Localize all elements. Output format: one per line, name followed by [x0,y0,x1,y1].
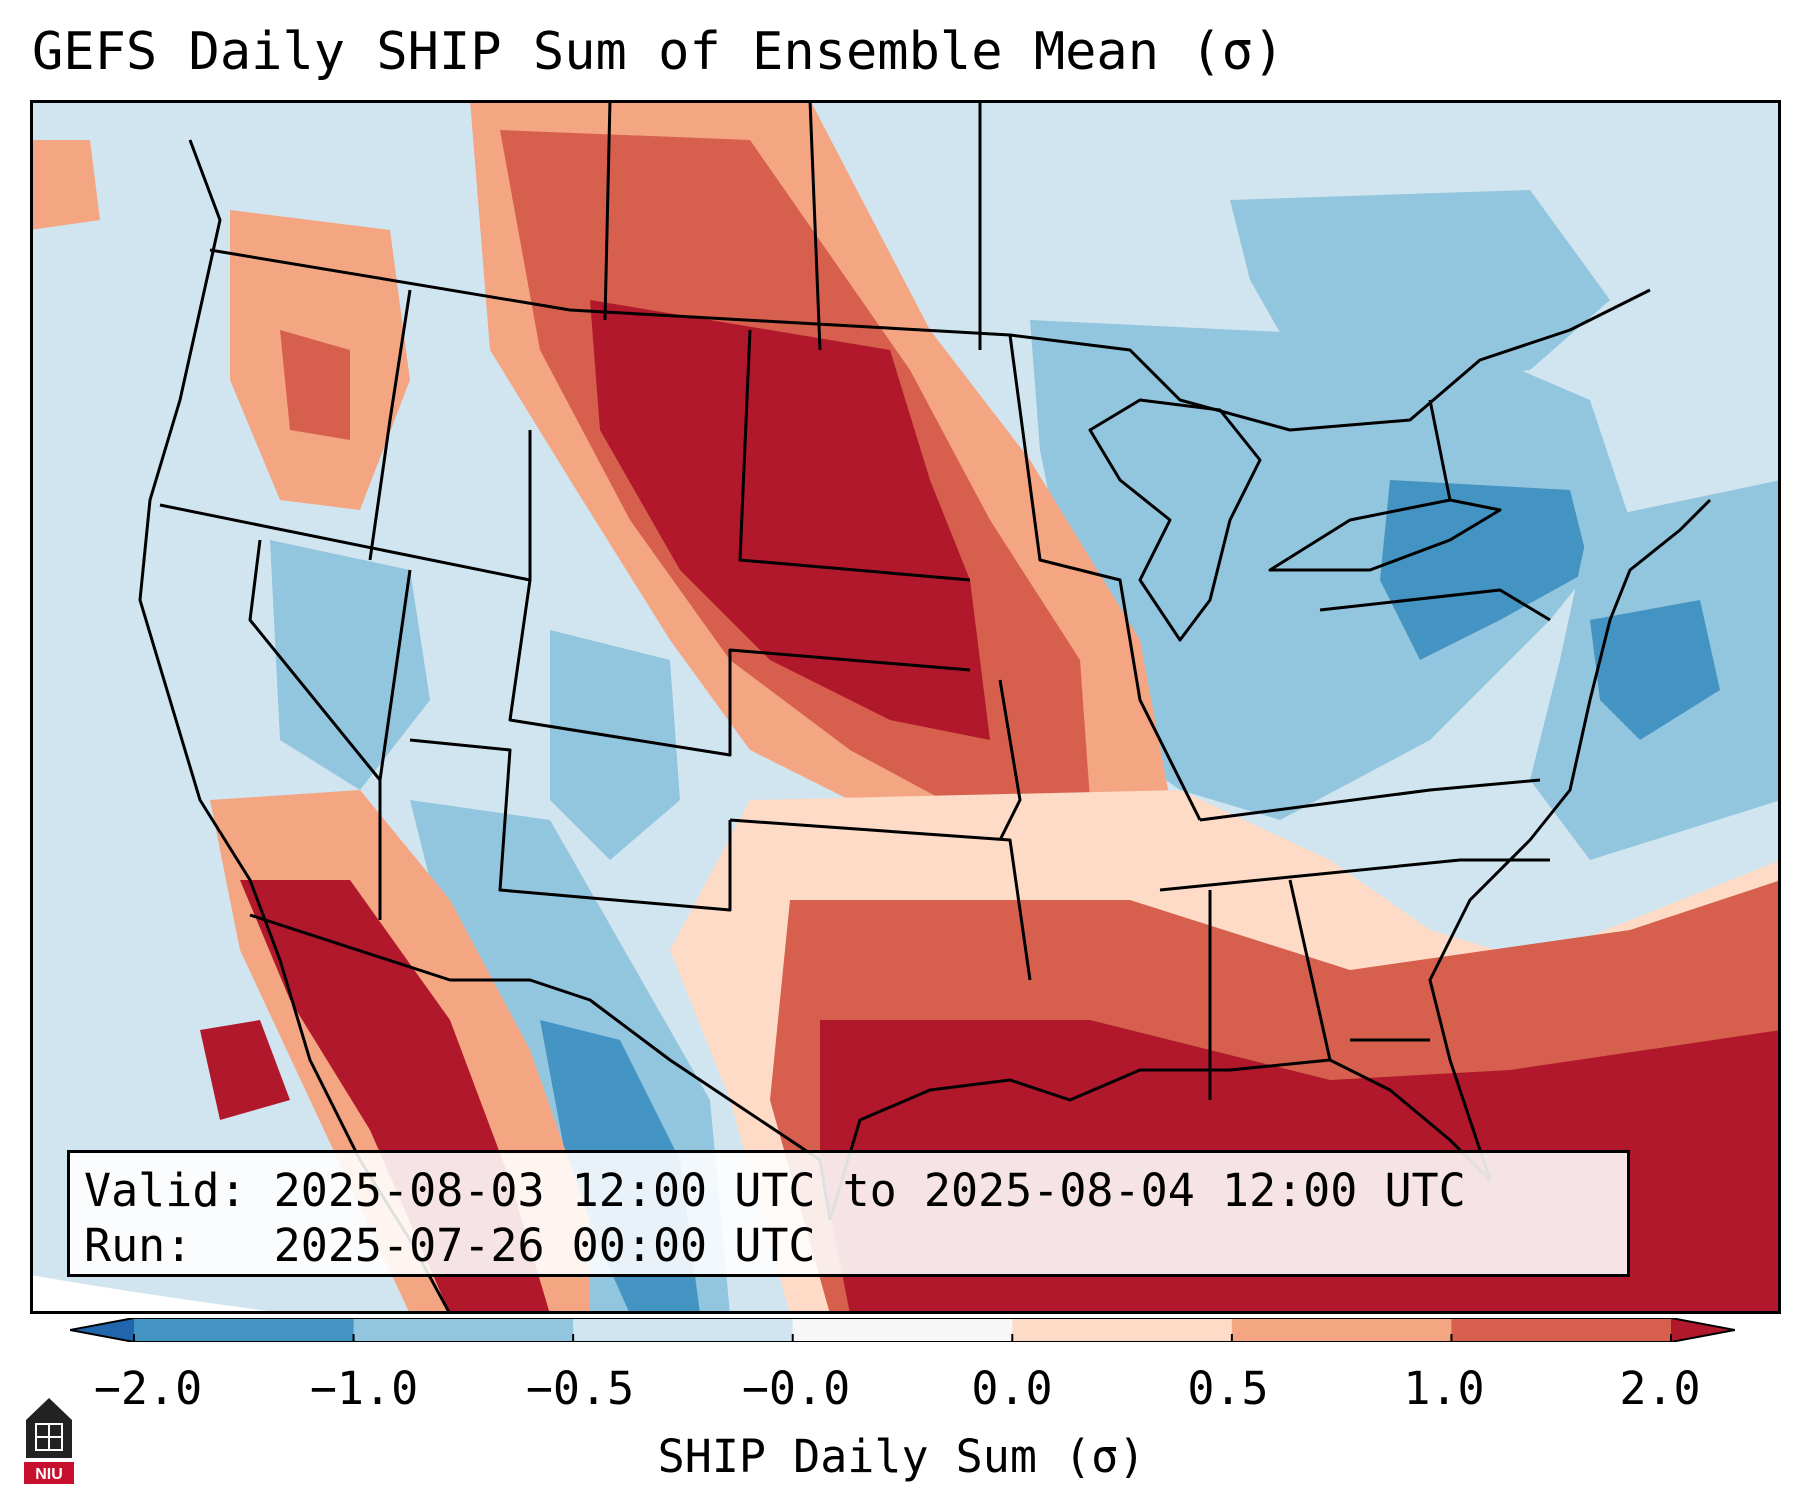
state-line-8 [1159,858,1550,892]
colorbar-extend-low [70,1318,134,1342]
state-line-10 [1288,879,1332,1061]
field-pacific-west-positive [30,140,100,230]
logo-red-band [24,1462,74,1484]
gulf-coast [828,1058,1492,1221]
state-line-15 [1428,399,1452,501]
map-title: GEFS Daily SHIP Sum of Ensemble Mean (σ) [32,22,1285,82]
map-frame [30,100,1781,1314]
state-line-5 [738,329,971,582]
colorbar-bin-0 [134,1318,355,1342]
state-line-3 [409,738,732,912]
state-line-16 [998,679,1022,841]
tick-label-3: −0.0 [741,1362,851,1415]
state-line-6 [1008,334,1202,821]
lake-erie-ontario [1268,498,1502,572]
niu-logo: NIU [24,1398,74,1484]
field-four-corners-negative [550,630,680,860]
valid-label: Valid: [84,1164,247,1217]
tick-label-7: 2.0 [1619,1362,1701,1415]
field-canada-negative [1230,190,1610,390]
state-line-7 [1199,778,1541,822]
field-great-basin-negative [270,540,430,790]
field-pacific-nw-strong [280,330,350,440]
colorbar-bin-6 [1451,1318,1672,1342]
state-line-13 [378,569,412,781]
field-atlantic-strong-negative [1590,600,1720,740]
colorbar-label: SHIP Daily Sum (σ) [657,1430,1146,1483]
state-line-14 [1319,588,1551,622]
ship-map [30,100,1781,1314]
colorbar-bin-5 [1231,1318,1452,1342]
field-plains-strong-positive [590,300,990,740]
run-time: 2025-07-26 00:00 UTC [273,1219,816,1272]
us-canada-border [209,248,1651,432]
colorbar-extend-high [1671,1318,1735,1342]
logo-text: NIU [35,1466,63,1483]
field-pacific-small-strong [200,1020,290,1120]
state-line-2 [508,579,971,757]
valid-time-range: 2025-08-03 12:00 UTC to 2025-08-04 12:00… [273,1164,1466,1217]
state-line-18 [808,100,822,351]
atlantic-coast [1428,498,1712,1181]
colorbar-bin-4 [1012,1318,1233,1342]
run-label: Run: [84,1219,193,1272]
tick-label-1: −1.0 [309,1362,419,1415]
state-line-20 [603,100,612,321]
tick-label-5: 0.5 [1187,1362,1269,1415]
tick-label-6: 1.0 [1403,1362,1485,1415]
state-line-4 [729,818,1032,981]
tick-label-4: 0.0 [971,1362,1053,1415]
tick-label-0: −2.0 [93,1362,203,1415]
colorbar-bin-1 [353,1318,574,1342]
valid-run-info-box: Valid: 2025-08-03 12:00 UTC to 2025-08-0… [67,1150,1630,1277]
state-line-17 [368,289,412,561]
tick-label-2: −0.5 [525,1362,635,1415]
field-mid-atlantic-strong-negative [1380,480,1590,660]
colorbar-bin-2 [573,1318,794,1342]
state-line-12 [248,539,382,920]
colorbar [70,1318,1735,1342]
great-lakes-outline [1088,398,1262,642]
colorbar-bin-3 [792,1318,1013,1342]
